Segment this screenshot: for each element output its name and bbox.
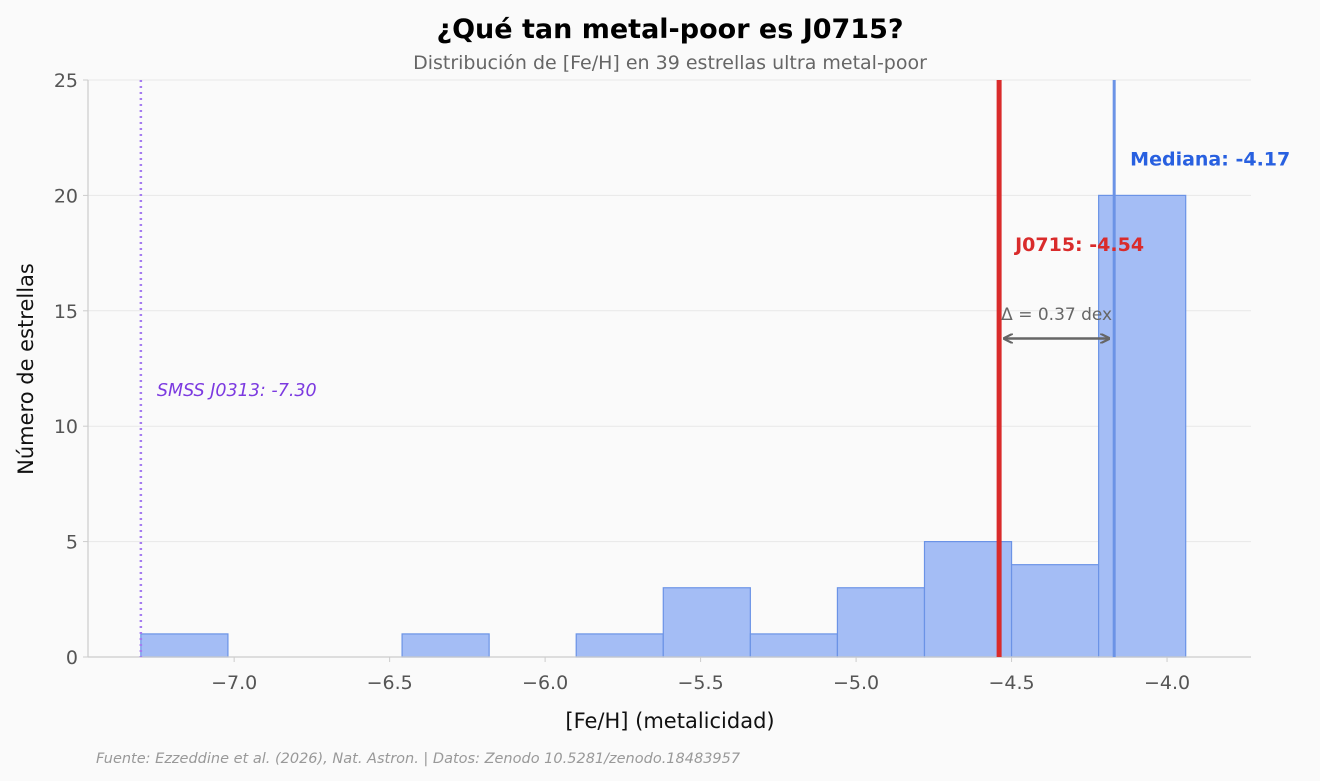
source-note: Fuente: Ezzeddine et al. (2026), Nat. As… bbox=[96, 751, 741, 767]
y-tick-label: 25 bbox=[54, 70, 78, 92]
histogram-bar bbox=[836, 587, 926, 658]
x-tick-label: −6.5 bbox=[367, 672, 413, 694]
x-tick-label: −4.0 bbox=[1144, 672, 1190, 694]
histogram-bar bbox=[1010, 564, 1100, 658]
y-tick-label: 10 bbox=[54, 416, 78, 438]
tick-labels: −7.0 −6.5 −6.0 −5.5 −5.0 −4.5 −4.0 0 5 10 15 20 25 bbox=[54, 70, 1190, 694]
x-tick-label: −4.5 bbox=[988, 672, 1034, 694]
reference-lines: SMSS J0313: -7.30 Mediana: -4.17 J0715: -4… bbox=[139, 80, 1290, 657]
histogram-bar bbox=[140, 633, 229, 658]
histogram-bar bbox=[1098, 194, 1187, 658]
chart-subtitle: Distribución de [Fe/H] en 39 estrellas u… bbox=[413, 52, 927, 74]
x-axis-title: [Fe/H] (metalicidad) bbox=[565, 709, 774, 733]
smss-label: SMSS J0313: -7.30 bbox=[157, 381, 317, 401]
axes bbox=[87, 80, 1251, 658]
annotations: Δ = 0.37 dex bbox=[1001, 305, 1112, 338]
y-axis-title: Número de estrellas bbox=[14, 263, 38, 475]
histogram-bar bbox=[575, 633, 664, 658]
grid bbox=[88, 79, 1251, 543]
histogram-bar bbox=[401, 633, 490, 658]
x-tick-label: −5.5 bbox=[678, 672, 724, 694]
y-tick-label: 0 bbox=[66, 647, 78, 669]
chart-title: ¿Qué tan metal-poor es J0715? bbox=[436, 14, 903, 45]
y-tick-label: 15 bbox=[54, 301, 78, 323]
x-tick-label: −7.0 bbox=[211, 672, 257, 694]
histogram-bar bbox=[749, 633, 839, 658]
histogram-bar bbox=[662, 587, 751, 658]
delta-label: Δ = 0.37 dex bbox=[1001, 305, 1112, 325]
x-tick-label: −5.0 bbox=[833, 672, 879, 694]
median-label: Mediana: -4.17 bbox=[1130, 148, 1290, 170]
x-tick-label: −6.0 bbox=[522, 672, 568, 694]
j0715-label: J0715: -4.54 bbox=[1013, 234, 1144, 256]
y-tick-label: 20 bbox=[54, 185, 78, 207]
y-tick-label: 5 bbox=[66, 532, 78, 554]
